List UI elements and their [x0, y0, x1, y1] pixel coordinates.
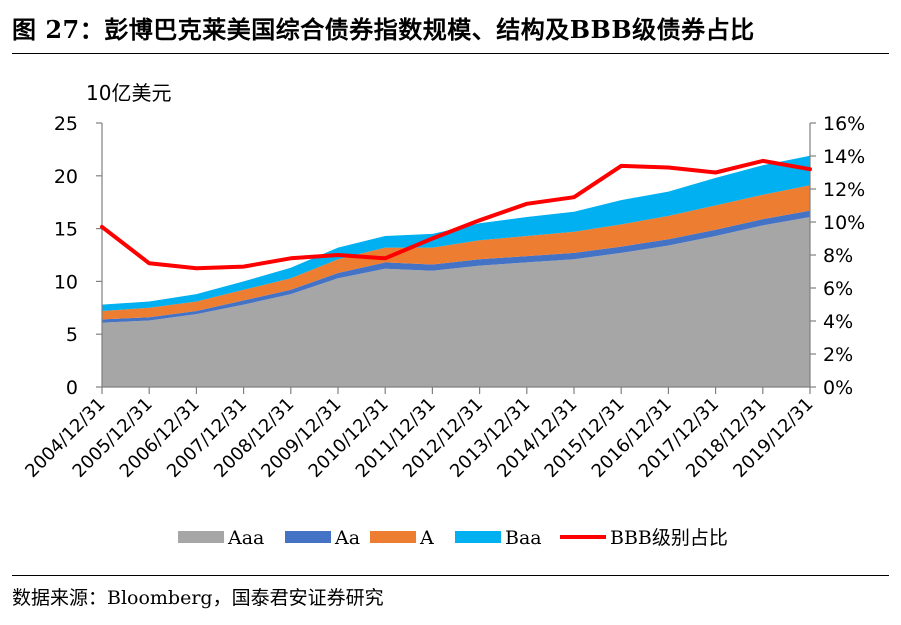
legend-swatch-baa: [455, 531, 501, 543]
legend-swatch-aaa: [178, 531, 224, 543]
y-tick-label-right: 0%: [823, 377, 853, 399]
area-aa: [102, 210, 810, 323]
y-tick-label-right: 6%: [823, 278, 853, 300]
legend-label: Aaa: [227, 527, 264, 549]
title-rule: [12, 53, 889, 54]
y-unit-label: 10亿美元: [86, 81, 171, 105]
source-rule: [12, 575, 889, 576]
source-note: 数据来源：Bloomberg，国泰君安证券研究: [12, 587, 384, 609]
y-tick-label-left: 0: [66, 377, 78, 399]
legend-label: A: [419, 527, 434, 549]
y-tick-label-left: 20: [54, 166, 78, 188]
y-tick-label-right: 4%: [823, 311, 853, 333]
y-tick-label-right: 12%: [823, 179, 865, 201]
legend-swatch-a: [370, 531, 416, 543]
y-tick-label-left: 25: [54, 113, 78, 135]
y-tick-label-left: 5: [66, 324, 78, 346]
legend: Aaa Aa A Baa BBB级别占比: [178, 527, 728, 549]
chart: 05101520250%2%4%6%8%10%12%14%16%10亿美元200…: [21, 81, 865, 549]
y-tick-label-right: 10%: [823, 212, 865, 234]
y-tick-label-right: 8%: [823, 245, 853, 267]
legend-label: BBB级别占比: [610, 527, 728, 549]
legend-label: Baa: [505, 527, 542, 549]
label-layer: 05101520250%2%4%6%8%10%12%14%16%10亿美元200…: [21, 81, 865, 482]
area-layer: [102, 155, 810, 387]
axes-layer: [96, 122, 816, 394]
y-tick-label-right: 14%: [823, 146, 865, 168]
legend-label: Aa: [334, 527, 360, 549]
line-layer: [100, 158, 812, 271]
area-baa: [102, 155, 810, 311]
area-a: [102, 185, 810, 320]
y-tick-label-right: 16%: [823, 113, 865, 135]
y-tick-label-left: 10: [54, 271, 78, 293]
figure-title: 图 27：彭博巴克莱美国综合债券指数规模、结构及BBB级债券占比: [12, 15, 755, 44]
area-aaa: [102, 217, 810, 387]
line-bbb-share: [100, 158, 812, 271]
legend-swatch-aa: [285, 531, 331, 543]
y-tick-label-right: 2%: [823, 344, 853, 366]
y-tick-label-left: 15: [54, 219, 78, 241]
